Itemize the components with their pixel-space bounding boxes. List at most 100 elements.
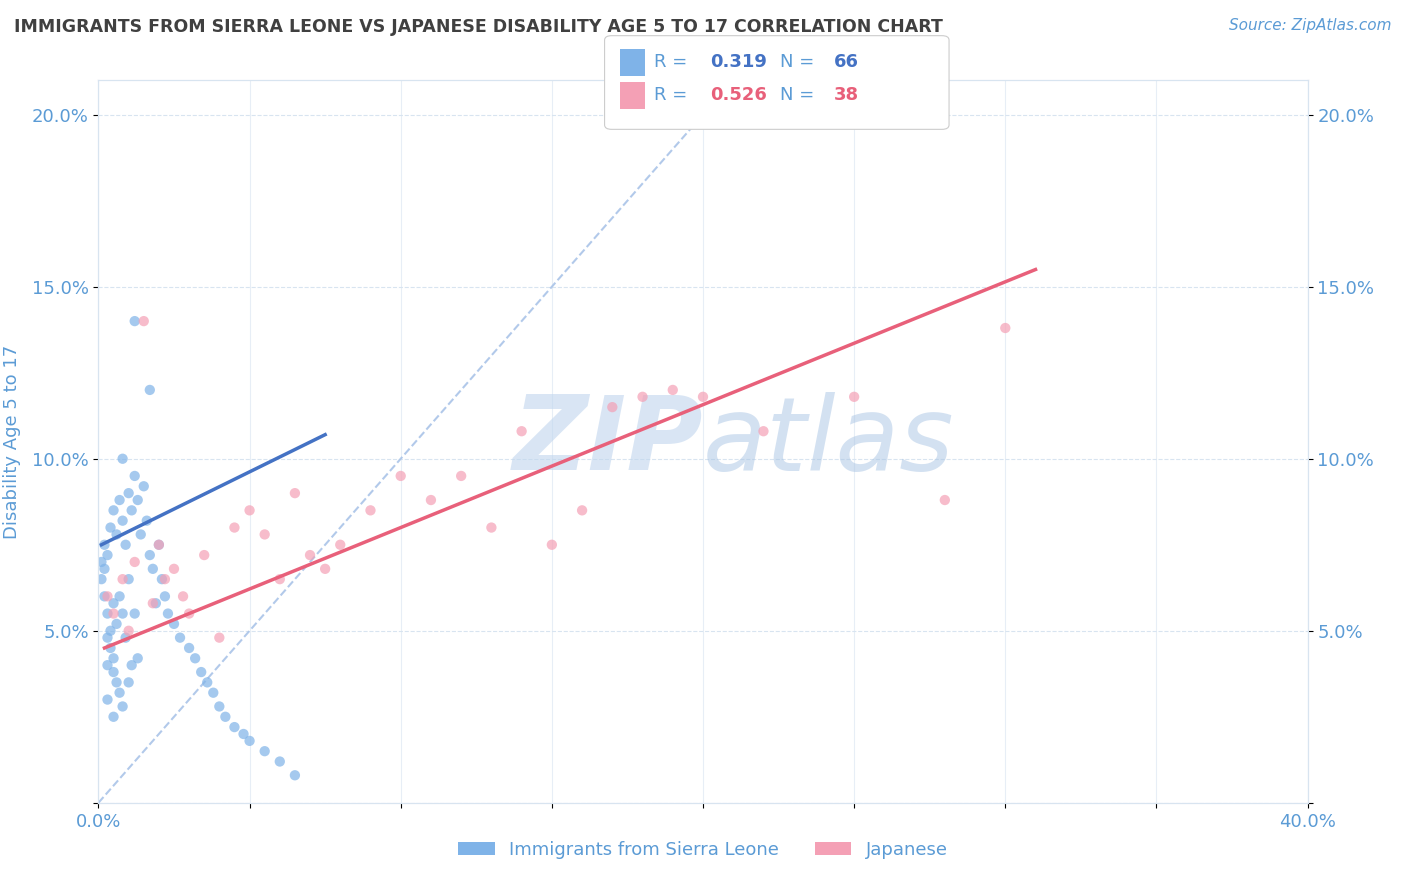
Point	[96, 607, 118, 621]
Text: Source: ZipAtlas.com: Source: ZipAtlas.com	[1229, 18, 1392, 33]
Point	[934, 493, 956, 508]
Point	[153, 572, 176, 586]
Point	[239, 503, 262, 517]
Point	[114, 538, 136, 552]
Point	[602, 400, 624, 414]
Point	[124, 607, 146, 621]
Point	[360, 503, 382, 517]
Point	[179, 607, 201, 621]
Text: IMMIGRANTS FROM SIERRA LEONE VS JAPANESE DISABILITY AGE 5 TO 17 CORRELATION CHAR: IMMIGRANTS FROM SIERRA LEONE VS JAPANESE…	[14, 18, 943, 36]
Point	[195, 675, 218, 690]
Point	[193, 548, 215, 562]
Text: 0.526: 0.526	[710, 87, 766, 104]
Point	[269, 755, 291, 769]
Point	[96, 658, 118, 673]
Point	[108, 493, 131, 508]
Point	[100, 624, 122, 638]
Point	[224, 720, 246, 734]
Point	[420, 493, 443, 508]
Point	[124, 314, 146, 328]
Point	[190, 665, 212, 679]
Point	[269, 572, 291, 586]
Point	[510, 424, 533, 438]
Point	[111, 607, 134, 621]
Point	[105, 675, 128, 690]
Point	[103, 710, 125, 724]
Text: N =: N =	[780, 54, 820, 71]
Point	[90, 572, 112, 586]
Point	[232, 727, 254, 741]
Point	[172, 590, 194, 604]
Point	[96, 548, 118, 562]
Point	[111, 451, 134, 466]
Point	[103, 651, 125, 665]
Text: R =: R =	[654, 54, 693, 71]
Point	[124, 469, 146, 483]
Text: 38: 38	[834, 87, 859, 104]
Text: R =: R =	[654, 87, 693, 104]
Point	[202, 686, 225, 700]
Point	[299, 548, 322, 562]
Point	[127, 651, 149, 665]
Point	[105, 527, 128, 541]
Point	[114, 631, 136, 645]
Point	[208, 699, 231, 714]
Y-axis label: Disability Age 5 to 17: Disability Age 5 to 17	[3, 344, 21, 539]
Point	[169, 631, 191, 645]
Point	[103, 596, 125, 610]
Point	[135, 514, 157, 528]
Point	[148, 538, 170, 552]
Point	[108, 590, 131, 604]
Point	[994, 321, 1017, 335]
Point	[103, 503, 125, 517]
Point	[253, 527, 276, 541]
Point	[96, 590, 118, 604]
Point	[692, 390, 714, 404]
Text: ZIP: ZIP	[512, 391, 703, 492]
Point	[118, 572, 141, 586]
Point	[105, 616, 128, 631]
Point	[124, 555, 146, 569]
Point	[93, 562, 115, 576]
Point	[253, 744, 276, 758]
Point	[389, 469, 412, 483]
Point	[661, 383, 683, 397]
Point	[163, 562, 186, 576]
Point	[103, 665, 125, 679]
Point	[118, 486, 141, 500]
Point	[156, 607, 179, 621]
Point	[121, 658, 143, 673]
Point	[93, 590, 115, 604]
Point	[108, 686, 131, 700]
Point	[481, 520, 503, 534]
Text: N =: N =	[780, 87, 820, 104]
Point	[93, 538, 115, 552]
Point	[163, 616, 186, 631]
Point	[145, 596, 167, 610]
Point	[111, 514, 134, 528]
Point	[208, 631, 231, 645]
Point	[90, 555, 112, 569]
Point	[214, 710, 236, 724]
Point	[148, 538, 170, 552]
Point	[329, 538, 352, 552]
Point	[127, 493, 149, 508]
Point	[142, 596, 165, 610]
Point	[844, 390, 866, 404]
Text: atlas: atlas	[703, 392, 955, 491]
Legend: Immigrants from Sierra Leone, Japanese: Immigrants from Sierra Leone, Japanese	[451, 834, 955, 866]
Point	[153, 590, 176, 604]
Point	[631, 390, 654, 404]
Point	[239, 734, 262, 748]
Point	[96, 692, 118, 706]
Point	[224, 520, 246, 534]
Point	[139, 383, 162, 397]
Point	[121, 503, 143, 517]
Point	[179, 640, 201, 655]
Point	[284, 768, 307, 782]
Point	[118, 624, 141, 638]
Point	[111, 572, 134, 586]
Point	[150, 572, 173, 586]
Point	[314, 562, 336, 576]
Point	[111, 699, 134, 714]
